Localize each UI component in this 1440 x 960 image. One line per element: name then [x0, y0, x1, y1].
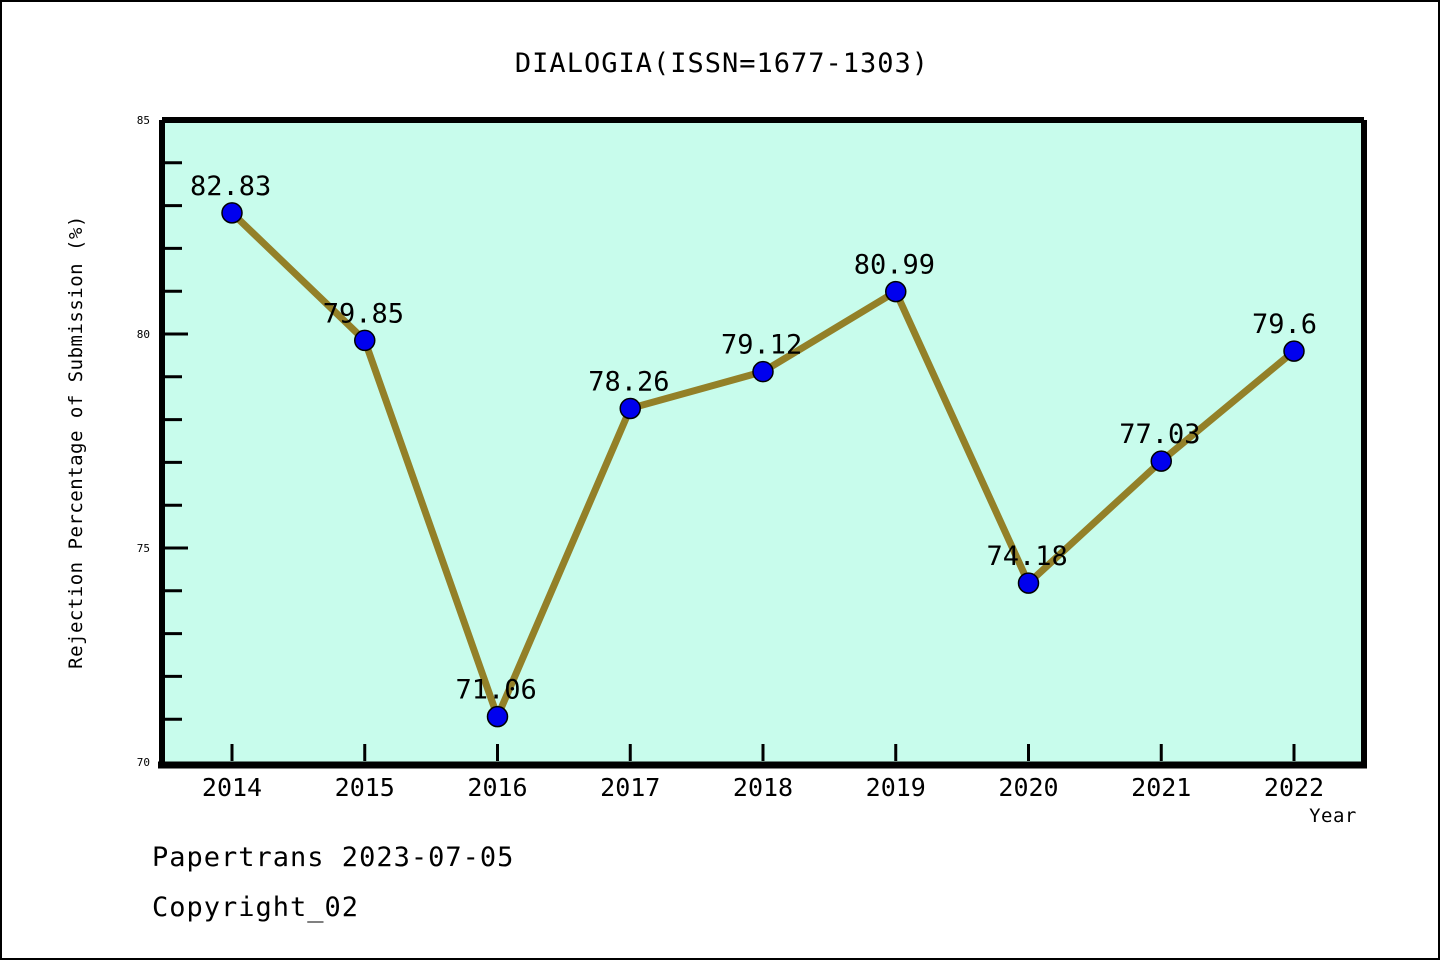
- y-axis-tick-label: 70: [137, 756, 150, 769]
- data-point-label: 79.85: [323, 298, 404, 329]
- data-point-marker[interactable]: [486, 705, 509, 728]
- plot-area-background: [162, 120, 1364, 762]
- y-axis-tick-label: 85: [137, 114, 150, 127]
- data-point-marker[interactable]: [752, 360, 774, 383]
- y-axis-major-ticks: [165, 332, 188, 550]
- data-point-label: 80.99: [854, 250, 935, 281]
- x-axis-tick-label: 2020: [998, 773, 1058, 802]
- x-axis-tick-label: 2016: [467, 773, 527, 802]
- data-point-marker[interactable]: [221, 202, 243, 224]
- chart-title: DIALOGIA(ISSN=1677-1303): [515, 48, 929, 79]
- x-axis-tick-labels: 2014 2015 2016 2017 2018 2019 2020 2021 2022: [202, 773, 1324, 802]
- data-point-marker[interactable]: [1283, 340, 1305, 362]
- data-point-label: 79.6: [1252, 309, 1317, 340]
- data-point-marker[interactable]: [619, 397, 641, 420]
- x-axis-tick-label: 2017: [600, 773, 660, 802]
- y-axis-minor-ticks: [165, 161, 182, 721]
- data-point-label: 71.06: [456, 675, 537, 706]
- footer-papertrans-date: Papertrans 2023-07-05: [152, 842, 514, 873]
- x-axis-tick-label: 2021: [1131, 773, 1191, 802]
- plot-frame: [158, 117, 1367, 769]
- data-point-labels: 82.83 79.85 71.06 78.26 79.12 80.99 74.18 77.03…: [190, 171, 1317, 706]
- data-point-label: 79.12: [721, 330, 802, 361]
- x-axis-tick-label: 2015: [335, 773, 395, 802]
- y-axis-tick-label: 75: [137, 542, 150, 555]
- data-point-label: 77.03: [1119, 419, 1200, 450]
- y-axis-tick-labels: 70 75 80 85: [137, 114, 150, 769]
- data-point-label: 82.83: [190, 171, 271, 202]
- y-axis-tick-label: 80: [137, 328, 150, 341]
- data-point-label: 78.26: [588, 366, 669, 397]
- x-axis-ticks: [230, 744, 1296, 761]
- y-axis-title: Rejection Percentage of Submission (%): [65, 215, 87, 669]
- x-axis-tick-label: 2019: [866, 773, 926, 802]
- data-point-marker[interactable]: [354, 329, 376, 352]
- data-point-marker[interactable]: [1017, 572, 1040, 594]
- data-point-marker[interactable]: [1150, 450, 1172, 472]
- data-series-markers[interactable]: [221, 202, 1305, 728]
- x-axis-title: Year: [1309, 805, 1357, 827]
- data-point-marker[interactable]: [885, 280, 907, 303]
- x-axis-tick-label: 2022: [1264, 773, 1324, 802]
- x-axis-tick-label: 2014: [202, 773, 262, 802]
- data-point-label: 74.18: [987, 541, 1068, 572]
- x-axis-tick-label: 2018: [733, 773, 793, 802]
- footer-copyright: Copyright_02: [152, 892, 359, 923]
